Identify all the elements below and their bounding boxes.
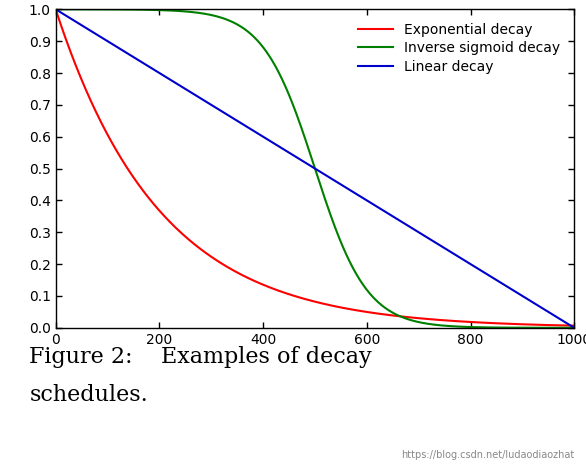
- Text: schedules.: schedules.: [29, 384, 148, 405]
- Exponential decay: [561, 323, 568, 328]
- Linear decay: [561, 319, 568, 325]
- Inverse sigmoid decay: [251, 35, 258, 40]
- Exponential decay: [274, 287, 281, 293]
- Inverse sigmoid decay: [274, 66, 281, 72]
- Exponential decay: [111, 145, 118, 151]
- Exponential decay: [52, 7, 59, 12]
- Line: Inverse sigmoid decay: Inverse sigmoid decay: [56, 9, 574, 328]
- Linear decay: [52, 7, 59, 12]
- Linear decay: [571, 325, 578, 331]
- Inverse sigmoid decay: [142, 7, 149, 13]
- Legend: Exponential decay, Inverse sigmoid decay, Linear decay: Exponential decay, Inverse sigmoid decay…: [352, 16, 567, 80]
- Inverse sigmoid decay: [561, 325, 568, 331]
- Inverse sigmoid decay: [571, 325, 578, 331]
- Text: Figure 2:    Examples of decay: Figure 2: Examples of decay: [29, 346, 372, 368]
- Exponential decay: [251, 278, 258, 284]
- Inverse sigmoid decay: [52, 7, 59, 12]
- Line: Exponential decay: Exponential decay: [56, 9, 574, 326]
- Linear decay: [111, 43, 118, 48]
- Text: https://blog.csdn.net/ludaodiaozhat: https://blog.csdn.net/ludaodiaozhat: [401, 450, 574, 460]
- Linear decay: [142, 62, 149, 67]
- Linear decay: [274, 142, 281, 148]
- Linear decay: [251, 129, 258, 134]
- Linear decay: [505, 285, 512, 290]
- Exponential decay: [571, 323, 578, 328]
- Inverse sigmoid decay: [111, 7, 118, 12]
- Exponential decay: [142, 191, 149, 197]
- Inverse sigmoid decay: [505, 325, 512, 331]
- Exponential decay: [505, 321, 512, 326]
- Line: Linear decay: Linear decay: [56, 9, 574, 328]
